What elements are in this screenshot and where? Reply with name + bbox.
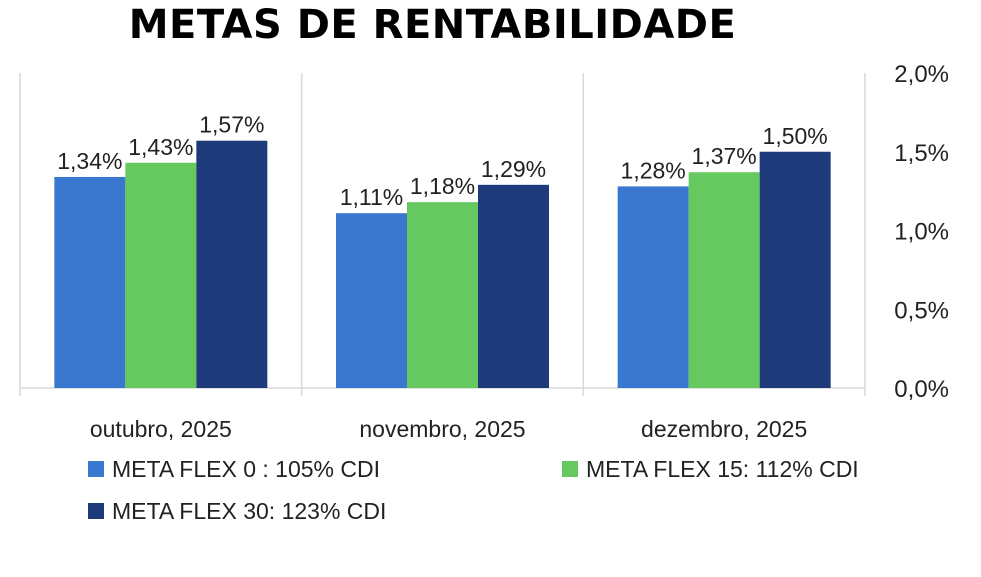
- data-label: 1,28%: [621, 157, 686, 183]
- y-tick-label: 1,0%: [894, 219, 949, 246]
- legend-label: META FLEX 30: 123% CDI: [112, 498, 386, 524]
- data-label: 1,37%: [692, 143, 757, 169]
- bar: [759, 151, 831, 388]
- y-tick-label: 0,5%: [894, 297, 949, 324]
- legend-label: META FLEX 15: 112% CDI: [586, 456, 859, 482]
- bar: [196, 140, 268, 388]
- category-labels: outubro, 2025 novembro, 2025 dezembro, 202…: [90, 416, 807, 442]
- bar: [478, 184, 549, 388]
- data-label: 1,43%: [128, 134, 193, 160]
- legend-swatch: [562, 461, 578, 477]
- y-tick-label: 1,5%: [894, 140, 949, 167]
- bar: [336, 213, 407, 388]
- bar: [54, 176, 126, 388]
- y-axis-ticks: 0,0% 0,5% 1,0% 1,5% 2,0%: [894, 61, 949, 403]
- chart-title: METAS DE RENTABILIDADE: [128, 2, 737, 48]
- bars-group: [54, 140, 831, 388]
- data-label: 1,34%: [57, 148, 122, 174]
- category-label: dezembro, 2025: [641, 416, 807, 442]
- data-label: 1,50%: [763, 123, 828, 149]
- category-label: outubro, 2025: [90, 416, 232, 442]
- bar: [125, 162, 197, 388]
- category-label: novembro, 2025: [359, 416, 525, 442]
- y-tick-label: 0,0%: [894, 376, 949, 403]
- data-label: 1,18%: [410, 173, 475, 199]
- bar: [407, 202, 478, 388]
- legend-swatch: [88, 503, 104, 519]
- legend: META FLEX 0 : 105% CDI META FLEX 15: 112%…: [88, 456, 859, 524]
- data-label: 1,29%: [481, 156, 546, 182]
- legend-swatch: [88, 461, 104, 477]
- bar: [688, 172, 760, 388]
- data-labels-group: 1,34%1,43%1,57% 1,11% 1,18%1,29% 1,28%1,37%…: [57, 112, 828, 210]
- data-label: 1,11%: [340, 184, 404, 210]
- bar: [617, 186, 689, 388]
- y-tick-label: 2,0%: [894, 61, 949, 88]
- data-label: 1,57%: [199, 112, 264, 138]
- legend-label: META FLEX 0 : 105% CDI: [112, 456, 380, 482]
